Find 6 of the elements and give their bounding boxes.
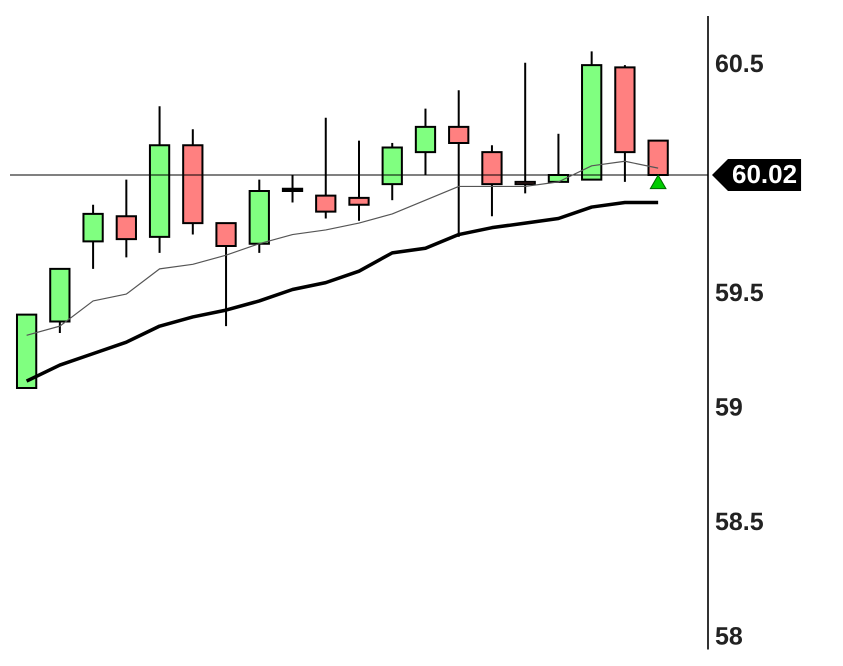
ref-line-label: 60.02 [732,159,798,190]
y-tick-label: 60.5 [715,50,764,78]
y-tick-label: 59 [715,393,743,422]
y-tick-label: 58 [715,622,743,650]
y-tick-label: 58.5 [715,508,764,536]
y-tick-label: 59.5 [715,278,764,307]
